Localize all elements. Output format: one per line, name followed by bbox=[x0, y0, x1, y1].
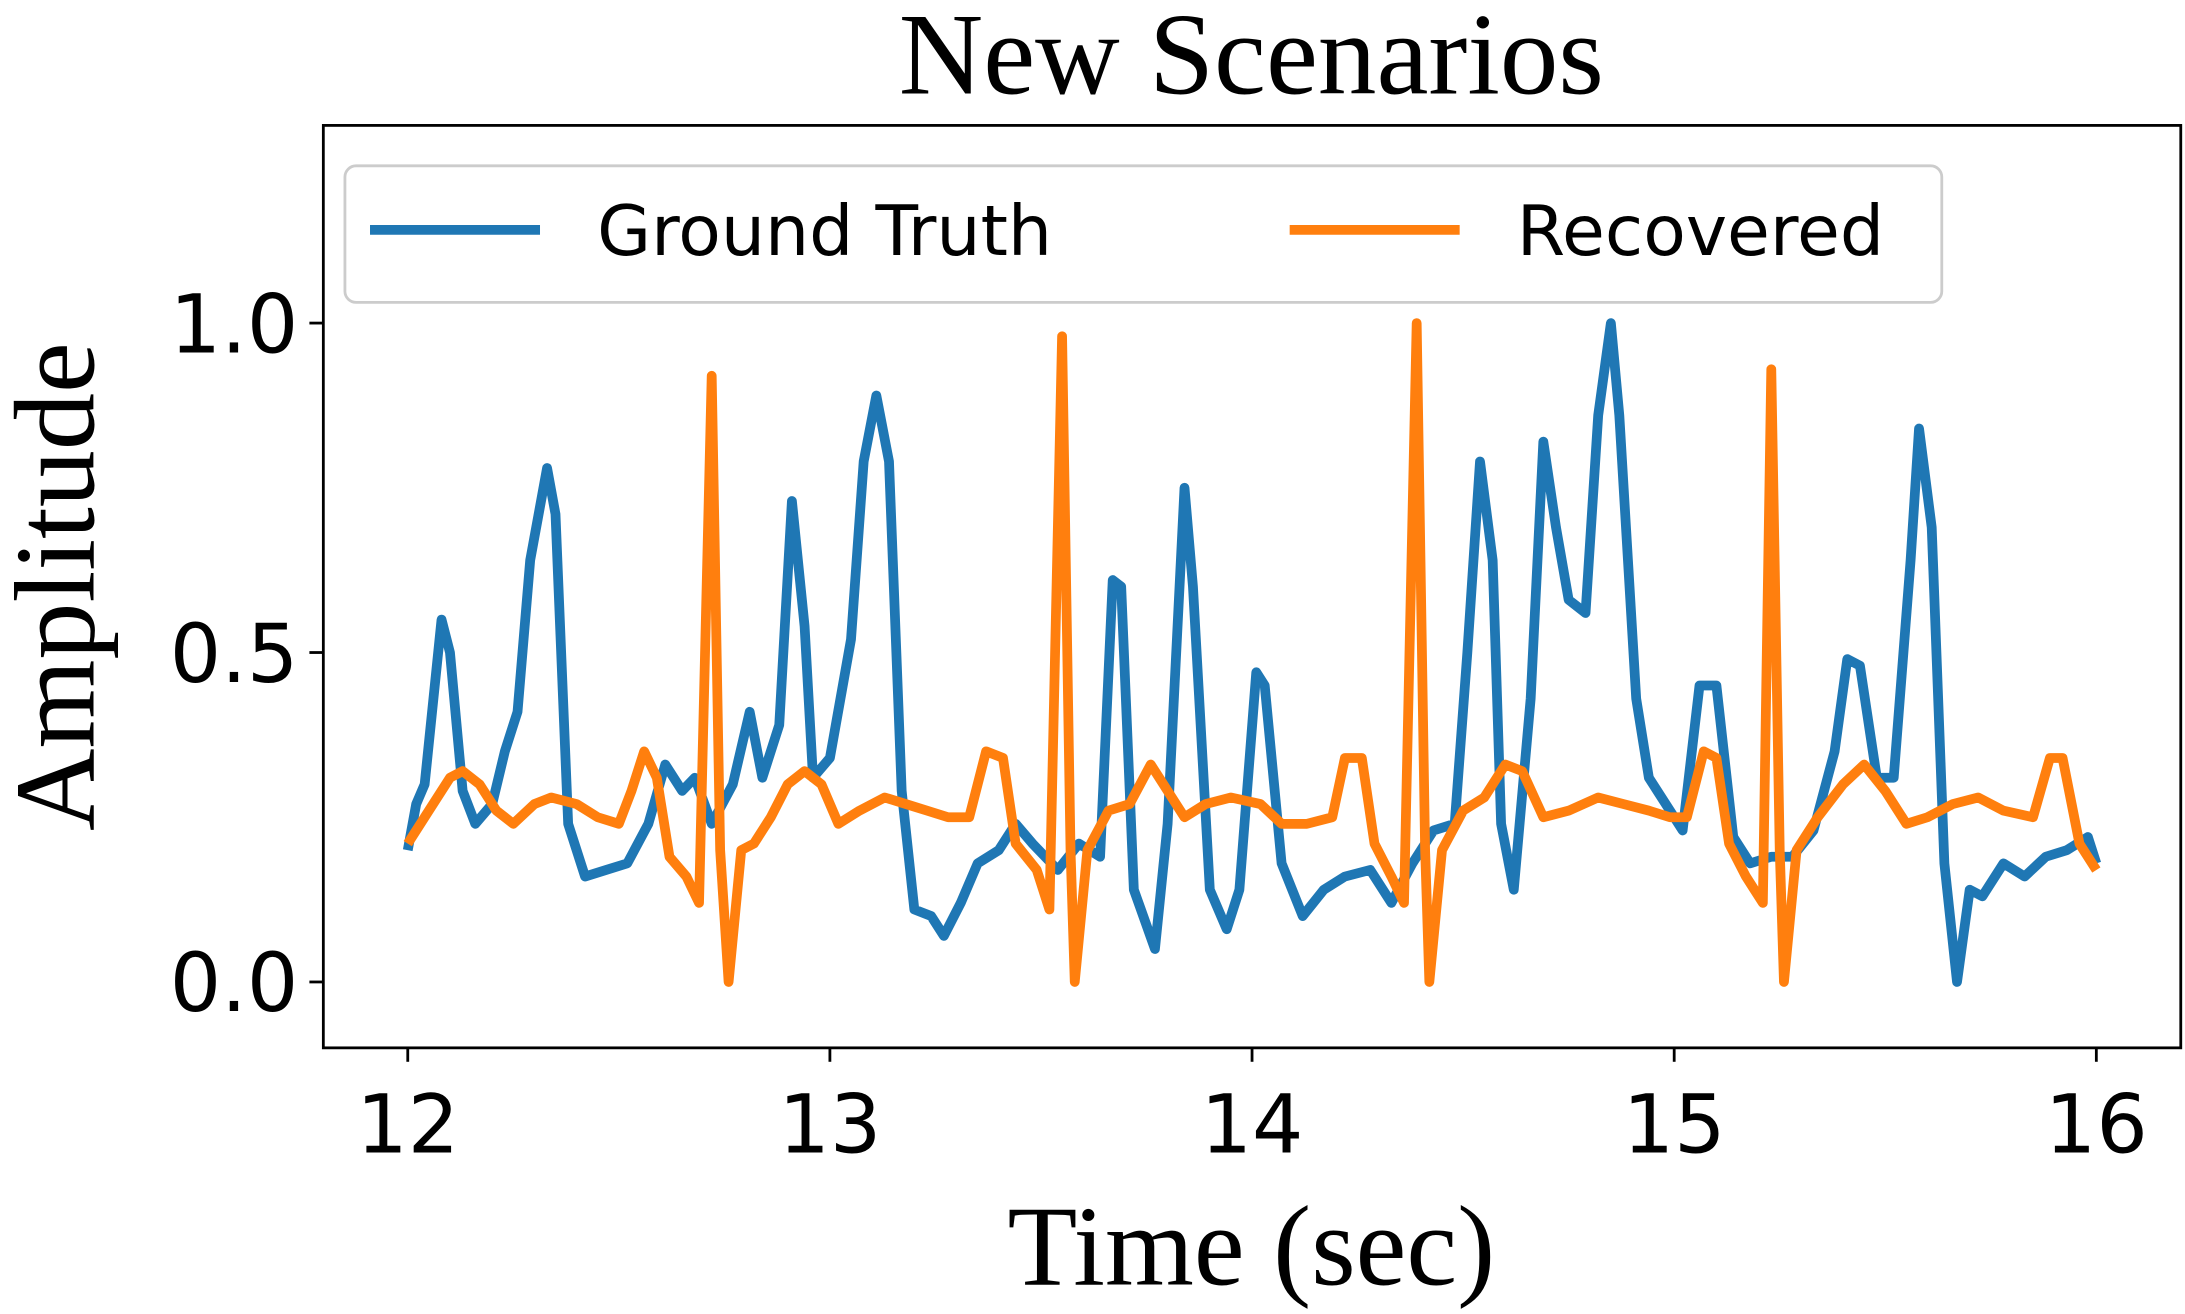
x-tick-label: 12 bbox=[356, 1078, 459, 1172]
y-tick-label: 1.0 bbox=[170, 278, 299, 372]
legend-frame bbox=[343, 164, 1944, 304]
axes-frame bbox=[321, 124, 2183, 1050]
legend: Ground Truth Recovered bbox=[343, 164, 1944, 304]
x-tick-label: 15 bbox=[1623, 1078, 1726, 1172]
data-line bbox=[403, 318, 2101, 987]
legend-label: Ground Truth bbox=[597, 191, 1052, 272]
y-tick-label: 0.0 bbox=[170, 937, 299, 1031]
x-tick-label: 14 bbox=[1201, 1078, 1304, 1172]
x-axis-label: Time (sec) bbox=[1008, 1183, 1496, 1310]
y-tick-label: 0.5 bbox=[170, 608, 299, 702]
data-line bbox=[402, 318, 2101, 987]
x-tick-label: 16 bbox=[2045, 1078, 2148, 1172]
legend-label: Recovered bbox=[1517, 191, 1884, 272]
chart-title: New Scenarios bbox=[899, 0, 1604, 119]
x-tick-label: 13 bbox=[778, 1078, 881, 1172]
y-axis-label: Amplitude bbox=[0, 342, 118, 831]
